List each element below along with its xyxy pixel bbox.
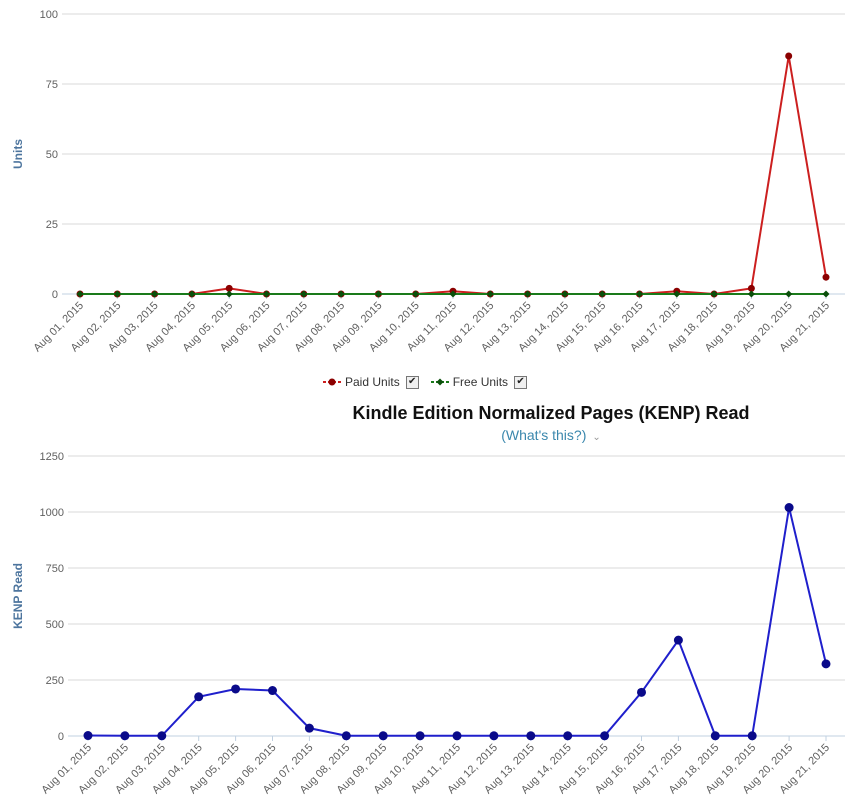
data-point[interactable]	[188, 290, 196, 298]
y-tick-label: 1000	[40, 507, 64, 519]
data-point[interactable]	[304, 723, 314, 733]
data-point[interactable]	[747, 284, 755, 292]
y-axis-title: KENP Read	[11, 563, 25, 629]
y-tick-label: 75	[46, 79, 58, 91]
data-point[interactable]	[337, 290, 345, 298]
data-point[interactable]	[225, 290, 233, 298]
paid-units-legend-marker	[323, 378, 341, 386]
data-point[interactable]	[83, 731, 93, 741]
data-point[interactable]	[822, 290, 830, 298]
kenp-chart-title: Kindle Edition Normalized Pages (KENP) R…	[352, 403, 750, 423]
data-point[interactable]	[673, 635, 683, 645]
data-point[interactable]	[300, 290, 308, 298]
y-tick-label: 0	[58, 731, 64, 743]
data-point[interactable]	[636, 290, 643, 298]
y-tick-label: 250	[46, 675, 64, 687]
y-tick-label: 1250	[40, 452, 64, 463]
free-units-checkbox[interactable]: ✔	[514, 375, 528, 389]
data-point[interactable]	[374, 290, 382, 298]
data-point[interactable]	[113, 290, 121, 298]
data-point[interactable]	[526, 731, 536, 741]
data-point[interactable]	[378, 731, 388, 741]
data-point[interactable]	[415, 731, 425, 741]
data-point[interactable]	[263, 290, 270, 298]
data-point[interactable]	[563, 731, 573, 741]
data-point[interactable]	[598, 290, 606, 298]
data-point[interactable]	[524, 290, 532, 298]
data-point[interactable]	[120, 731, 130, 741]
y-tick-label: 0	[52, 289, 58, 301]
data-point[interactable]	[710, 731, 720, 741]
legend-item-free-units[interactable]: Free Units ✔	[430, 375, 528, 389]
chevron-down-icon[interactable]: ⌄	[592, 432, 601, 443]
whats-this-link[interactable]: (What's this?) ⌄	[0, 427, 853, 443]
data-point[interactable]	[785, 52, 793, 60]
data-point[interactable]	[600, 731, 610, 741]
data-point[interactable]	[412, 290, 420, 298]
y-tick-label: 500	[46, 619, 64, 631]
data-point[interactable]	[76, 290, 84, 298]
paid-units-checkbox[interactable]: ✔	[405, 375, 419, 389]
y-tick-label: 750	[46, 563, 64, 575]
data-point[interactable]	[784, 503, 794, 513]
y-tick-label: 50	[46, 149, 58, 161]
series-line	[80, 55, 827, 296]
whats-this-label[interactable]: (What's this?)	[501, 427, 587, 443]
y-tick-label: 100	[40, 9, 58, 21]
series-line	[87, 507, 827, 737]
data-point[interactable]	[489, 731, 499, 741]
data-point[interactable]	[341, 731, 351, 741]
data-point[interactable]	[673, 290, 681, 298]
data-point[interactable]	[157, 731, 167, 741]
data-point[interactable]	[194, 692, 204, 702]
data-point[interactable]	[268, 686, 277, 696]
data-point[interactable]	[486, 290, 494, 298]
data-point[interactable]	[637, 687, 646, 697]
free-units-legend-marker	[430, 378, 449, 386]
data-point[interactable]	[747, 290, 755, 298]
y-tick-label: 25	[46, 219, 58, 231]
data-point[interactable]	[231, 684, 241, 694]
legend-item-paid-units[interactable]: Paid Units ✔	[323, 375, 419, 389]
data-point[interactable]	[561, 290, 569, 298]
y-axis-title: Units	[11, 139, 25, 169]
data-point[interactable]	[710, 290, 718, 298]
data-point[interactable]	[225, 284, 233, 292]
data-point[interactable]	[747, 731, 757, 741]
legend-label-paid-units: Paid Units	[345, 375, 400, 389]
units-legend: Paid Units ✔ Free Units ✔	[323, 372, 539, 392]
data-point[interactable]	[449, 290, 457, 298]
data-point[interactable]	[822, 273, 830, 281]
legend-label-free-units: Free Units	[452, 375, 509, 389]
data-point[interactable]	[452, 731, 462, 741]
data-point[interactable]	[785, 290, 793, 298]
data-point[interactable]	[151, 290, 159, 298]
data-point[interactable]	[821, 659, 831, 669]
